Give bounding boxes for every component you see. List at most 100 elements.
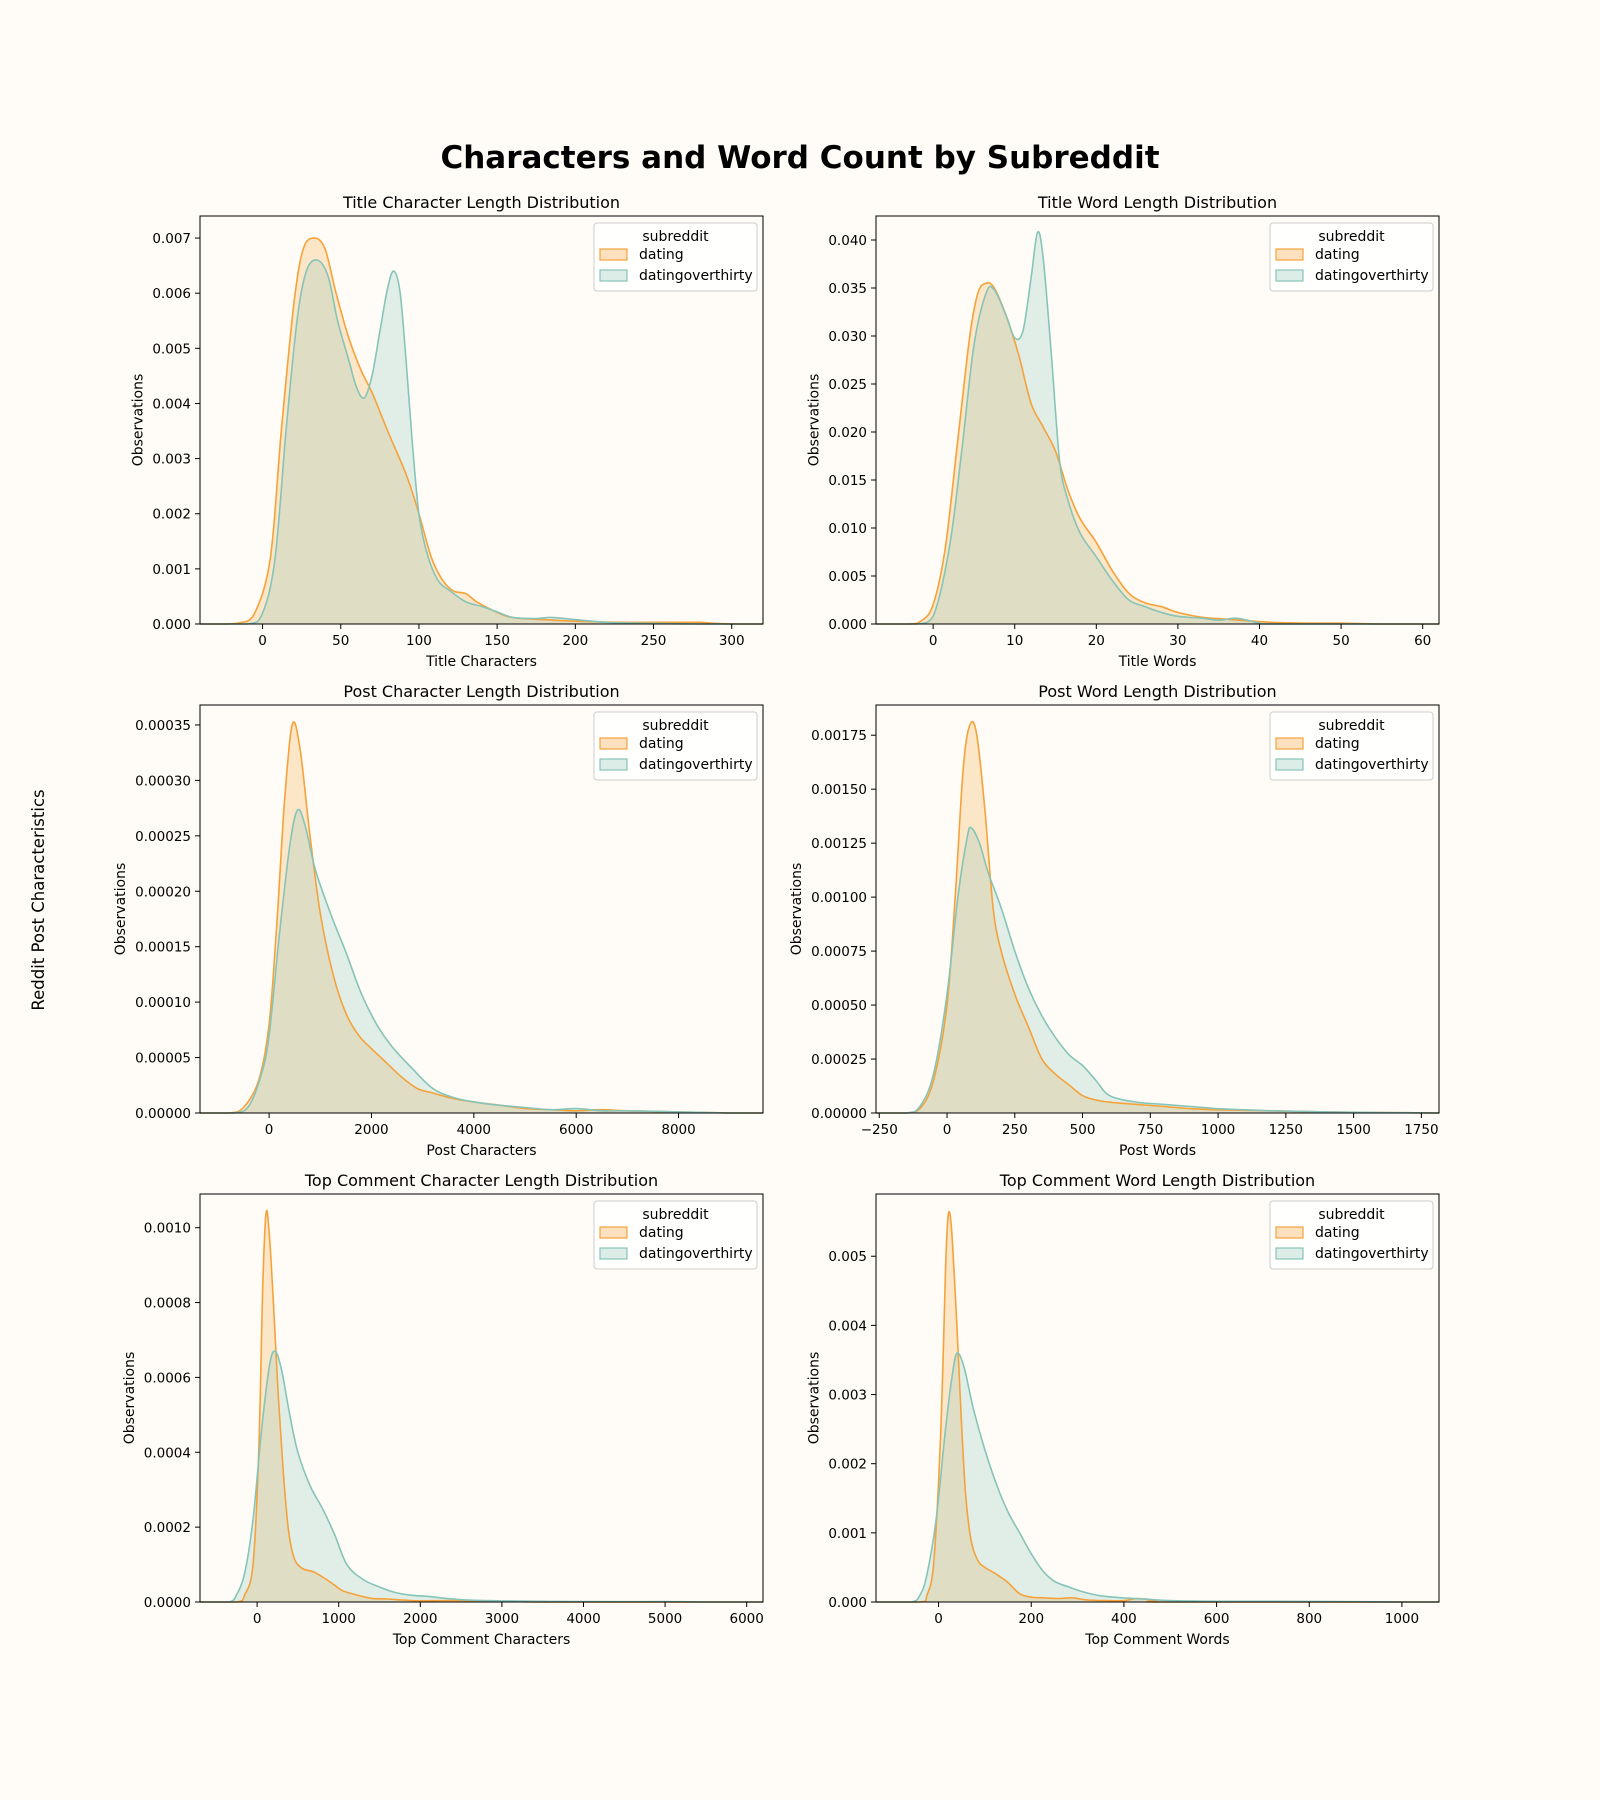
y-tick-label: 0.003 <box>152 452 191 468</box>
x-tick-label: 1750 <box>1404 1122 1438 1138</box>
legend-label-datingoverthirty: datingoverthirty <box>639 757 753 773</box>
x-tick-label: 2000 <box>403 1611 437 1627</box>
legend: subreddit dating datingoverthirty <box>1269 222 1434 292</box>
y-tick-label: 0.002 <box>828 1457 867 1473</box>
x-tick-label: 250 <box>641 633 667 649</box>
density-line-dating <box>200 721 763 1114</box>
plot-frame <box>875 215 1440 625</box>
y-tick-label: 0.00050 <box>811 998 867 1014</box>
y-tick-label: 0.00030 <box>135 773 191 789</box>
density-area-datingoverthirty <box>200 1351 763 1602</box>
density-area-dating <box>876 721 1439 1113</box>
panel-title: Top Comment Word Length Distribution <box>999 1171 1315 1190</box>
x-tick-label: 1500 <box>1336 1122 1370 1138</box>
density-area-dating <box>876 282 1439 624</box>
density-area-dating <box>200 721 763 1113</box>
legend-label-datingoverthirty: datingoverthirty <box>1315 1246 1429 1262</box>
x-tick-label: 200 <box>1018 1611 1044 1627</box>
x-tick-label: 100 <box>406 633 432 649</box>
legend-swatch-dating <box>599 248 628 261</box>
x-tick-label: 4000 <box>566 1611 600 1627</box>
legend-label-dating: dating <box>639 247 684 263</box>
legend: subreddit dating datingoverthirty <box>1269 1200 1434 1270</box>
x-tick-label: 800 <box>1296 1611 1322 1627</box>
y-tick-label: 0.0004 <box>144 1445 191 1461</box>
plot-frame <box>199 704 764 1114</box>
y-tick-label: 0.004 <box>152 396 191 412</box>
x-tick-label: 20 <box>1088 633 1105 649</box>
legend-swatch-dating <box>599 1226 628 1239</box>
x-tick-label: 0 <box>258 633 267 649</box>
x-tick-label: 8000 <box>661 1122 695 1138</box>
y-tick-label: 0.001 <box>152 562 191 578</box>
y-tick-label: 0.004 <box>828 1318 867 1334</box>
legend-title: subreddit <box>1318 229 1385 245</box>
chart-panel-1: Title Character Length Distribution 0 50 10… <box>130 193 764 670</box>
x-tick-label: 1000 <box>1201 1122 1235 1138</box>
density-line-datingoverthirty <box>199 1350 763 1603</box>
plot-frame <box>199 215 764 625</box>
y-tick-label: 0.00000 <box>135 1106 191 1122</box>
y-axis-label: Observations <box>806 374 822 467</box>
legend-label-datingoverthirty: datingoverthirty <box>1315 268 1429 284</box>
y-tick-label: 0.0008 <box>144 1296 191 1312</box>
legend-swatch-datingoverthirty <box>599 758 628 771</box>
legend-title: subreddit <box>642 718 709 734</box>
panel-title: Title Word Length Distribution <box>1037 193 1277 212</box>
x-tick-label: 40 <box>1251 633 1268 649</box>
density-area-datingoverthirty <box>876 1352 1439 1602</box>
y-axis-label: Observations <box>806 1352 822 1445</box>
y-tick-label: 0.006 <box>152 286 191 302</box>
y-tick-label: 0.00035 <box>135 718 191 734</box>
legend-box <box>593 711 758 781</box>
y-tick-label: 0.000 <box>828 617 867 633</box>
chart-panel-5: Top Comment Character Length Distributio… <box>122 1171 764 1648</box>
density-line-dating <box>199 1209 763 1603</box>
x-tick-label: 1000 <box>1385 1611 1419 1627</box>
x-tick-label: 50 <box>1332 633 1349 649</box>
y-tick-label: 0.00075 <box>811 944 867 960</box>
x-tick-label: 1000 <box>322 1611 356 1627</box>
x-tick-label: 500 <box>1070 1122 1096 1138</box>
panel-title: Title Character Length Distribution <box>342 193 620 212</box>
x-tick-label: −250 <box>861 1122 898 1138</box>
y-axis-label: Observations <box>113 863 129 956</box>
legend-label-datingoverthirty: datingoverthirty <box>639 268 753 284</box>
legend: subreddit dating datingoverthirty <box>593 222 758 292</box>
y-tick-label: 0.0002 <box>144 1520 191 1536</box>
legend-swatch-datingoverthirty <box>599 1247 628 1260</box>
legend-label-dating: dating <box>1315 736 1360 752</box>
density-line-dating <box>875 1210 1439 1603</box>
x-tick-label: 3000 <box>485 1611 519 1627</box>
legend-swatch-dating <box>1275 737 1304 750</box>
x-axis-label: Title Characters <box>425 654 537 670</box>
legend-box <box>1269 1200 1434 1270</box>
figure-title: Characters and Word Count by Subreddit <box>440 140 1159 176</box>
y-tick-label: 0.00025 <box>811 1052 867 1068</box>
density-line-datingoverthirty <box>876 826 1440 1114</box>
y-tick-label: 0.00015 <box>135 940 191 956</box>
chart-panel-2: Title Word Length Distribution 0 10 20 30 40 5… <box>806 193 1440 670</box>
density-line-datingoverthirty <box>875 1352 1439 1603</box>
x-tick-label: 50 <box>332 633 349 649</box>
legend-title: subreddit <box>642 229 709 245</box>
plot-frame <box>875 704 1440 1114</box>
plot-frame <box>875 1193 1440 1603</box>
x-tick-label: 30 <box>1169 633 1186 649</box>
legend-label-dating: dating <box>1315 1225 1360 1241</box>
density-line-datingoverthirty <box>875 230 1439 625</box>
legend: subreddit dating datingoverthirty <box>1269 711 1434 781</box>
y-tick-label: 0.002 <box>152 507 191 523</box>
y-tick-label: 0.00020 <box>135 884 191 900</box>
y-tick-label: 0.040 <box>828 233 867 249</box>
y-tick-label: 0.0006 <box>144 1370 191 1386</box>
legend-box <box>593 222 758 292</box>
legend-swatch-dating <box>1275 248 1304 261</box>
legend-box <box>593 1200 758 1270</box>
x-tick-label: 10 <box>1006 633 1023 649</box>
density-area-datingoverthirty <box>200 809 763 1113</box>
plot-frame <box>199 1193 764 1603</box>
y-tick-label: 0.010 <box>828 521 867 537</box>
